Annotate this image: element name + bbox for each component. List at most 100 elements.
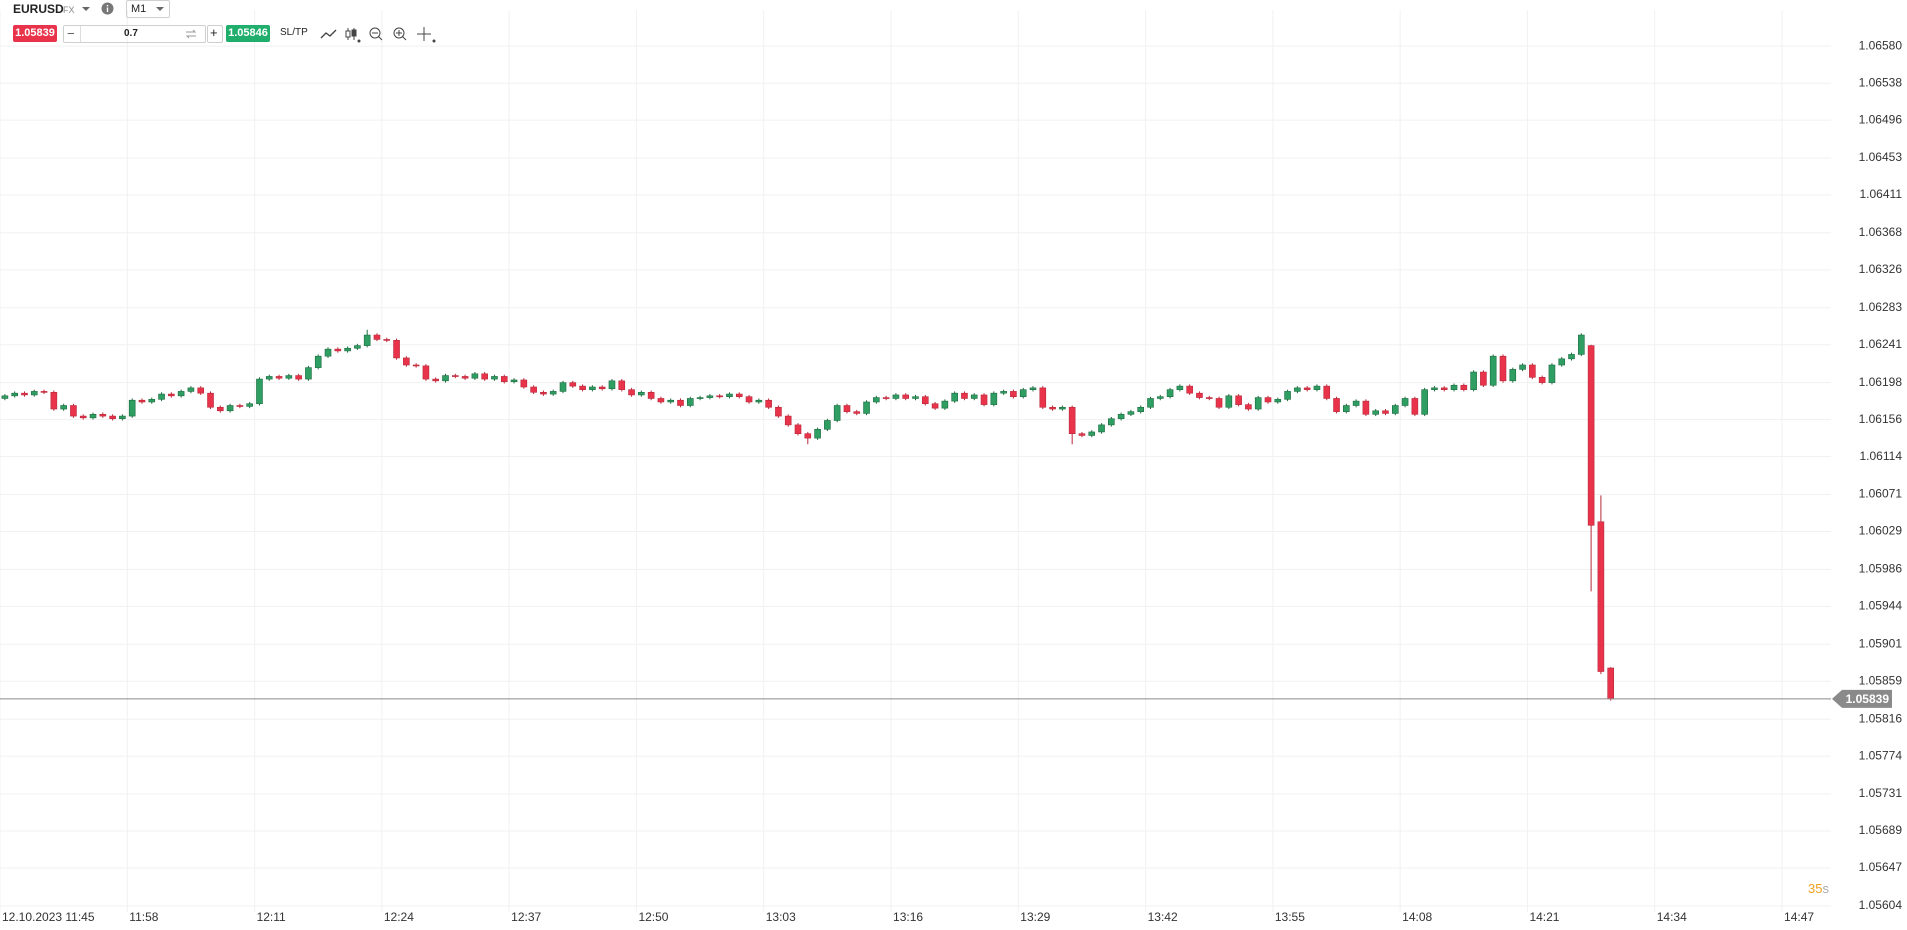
line-chart-tool[interactable] — [320, 29, 337, 39]
candle-body — [1558, 358, 1566, 366]
candle-body — [89, 414, 97, 419]
candle-body — [638, 391, 645, 396]
y-tick-label: 1.06411 — [1860, 187, 1903, 201]
candle-body — [1205, 397, 1213, 399]
candle-body — [1186, 385, 1193, 394]
volume-plus[interactable]: + — [207, 25, 223, 43]
candle-body — [236, 405, 244, 407]
y-tick-label: 1.06453 — [1859, 150, 1903, 164]
y-tick-label: 1.05944 — [1859, 599, 1903, 613]
y-tick-label: 1.06283 — [1859, 300, 1903, 314]
x-tick-label: 13:42 — [1148, 910, 1178, 924]
timeframe: M1 — [131, 3, 147, 15]
last-price-label: 1.05839 — [1846, 692, 1890, 706]
candle-body — [1235, 395, 1242, 405]
candle-body — [990, 392, 998, 405]
candle-body — [726, 393, 733, 397]
candle-body — [1137, 406, 1145, 412]
candle-body — [784, 415, 792, 426]
candle-body — [109, 415, 116, 420]
candle-body — [412, 364, 420, 367]
candle-body — [902, 394, 910, 399]
candle-body — [1010, 391, 1017, 397]
candle-body — [246, 403, 253, 407]
symbol-dropdown[interactable] — [80, 5, 92, 13]
zoom-in-tool[interactable] — [393, 27, 407, 41]
x-tick-label: 14:21 — [1529, 910, 1559, 924]
candle-body — [285, 375, 293, 379]
candle-body — [716, 395, 723, 398]
zoom-out-tool[interactable] — [369, 27, 383, 41]
candle-body — [187, 387, 195, 392]
timeframe-select[interactable]: M1 — [126, 0, 170, 18]
candle-body — [824, 420, 831, 430]
candle-body — [589, 386, 596, 390]
symbol[interactable]: EURUSD — [13, 2, 64, 16]
candle-tool[interactable] — [345, 28, 361, 43]
volume-minus[interactable]: − — [67, 26, 75, 41]
candle-body — [383, 339, 391, 341]
candle-body — [148, 399, 156, 403]
candle-body — [1196, 392, 1203, 398]
candle-body — [452, 375, 459, 377]
y-tick-label: 1.06114 — [1860, 449, 1903, 463]
candle-body — [1147, 398, 1154, 408]
candle-body — [1166, 389, 1174, 397]
candle-body — [530, 386, 537, 393]
candle-body — [647, 391, 655, 399]
candle-body — [1568, 354, 1575, 360]
candle-body — [598, 386, 606, 390]
candle-body — [275, 376, 283, 379]
candle-body — [569, 382, 577, 387]
candle-body — [1440, 387, 1448, 390]
crosshair-tool[interactable] — [417, 27, 436, 43]
candle-body — [1391, 405, 1399, 414]
y-tick-label: 1.05901 — [1859, 636, 1903, 650]
candle-body — [1225, 395, 1233, 408]
candle-body — [628, 389, 635, 396]
sl-tp-button[interactable]: SL/TP — [280, 27, 308, 38]
candle-body — [980, 394, 988, 405]
buy-button[interactable]: 1.05846 — [226, 25, 270, 42]
candle-body — [863, 401, 870, 414]
candle-body — [60, 405, 67, 410]
candle-body — [422, 365, 430, 380]
candle-body — [1274, 399, 1282, 403]
sell-button[interactable]: 1.05839 — [13, 25, 57, 42]
candle-body — [1597, 521, 1605, 672]
x-tick-label: 14:34 — [1657, 910, 1687, 924]
x-tick-label: 14:47 — [1784, 910, 1814, 924]
candle-body — [1323, 385, 1331, 399]
candle-body — [70, 405, 77, 417]
volume-field: − 0.7 — [63, 25, 206, 43]
candle-body — [667, 399, 675, 403]
y-tick-label: 1.05647 — [1859, 860, 1903, 874]
candle-body — [256, 378, 263, 405]
candle-body — [1, 395, 9, 399]
candle-body — [970, 394, 978, 399]
candle-body — [344, 347, 351, 352]
countdown: 35s — [1808, 880, 1829, 898]
candle-body — [217, 406, 224, 412]
candle-body — [745, 396, 753, 403]
volume-input[interactable]: 0.7 — [124, 28, 138, 39]
chart-tools — [320, 27, 436, 43]
candle-body — [1538, 377, 1546, 383]
candle-body — [1068, 406, 1076, 434]
y-tick-label: 1.05689 — [1859, 823, 1903, 837]
candle-body — [207, 392, 214, 408]
candle-body — [1176, 385, 1184, 390]
info-icon[interactable] — [101, 2, 114, 15]
candle-body — [1117, 414, 1125, 420]
candle-body — [657, 398, 665, 403]
candle-body — [941, 400, 949, 409]
swap-icon[interactable] — [185, 29, 197, 39]
market: FX — [63, 5, 75, 15]
candle-body — [334, 348, 342, 352]
candle-body — [442, 375, 449, 382]
candle-body — [765, 399, 772, 408]
candle-body — [11, 392, 18, 397]
candle-body — [921, 396, 929, 405]
candle-body — [1000, 391, 1007, 394]
